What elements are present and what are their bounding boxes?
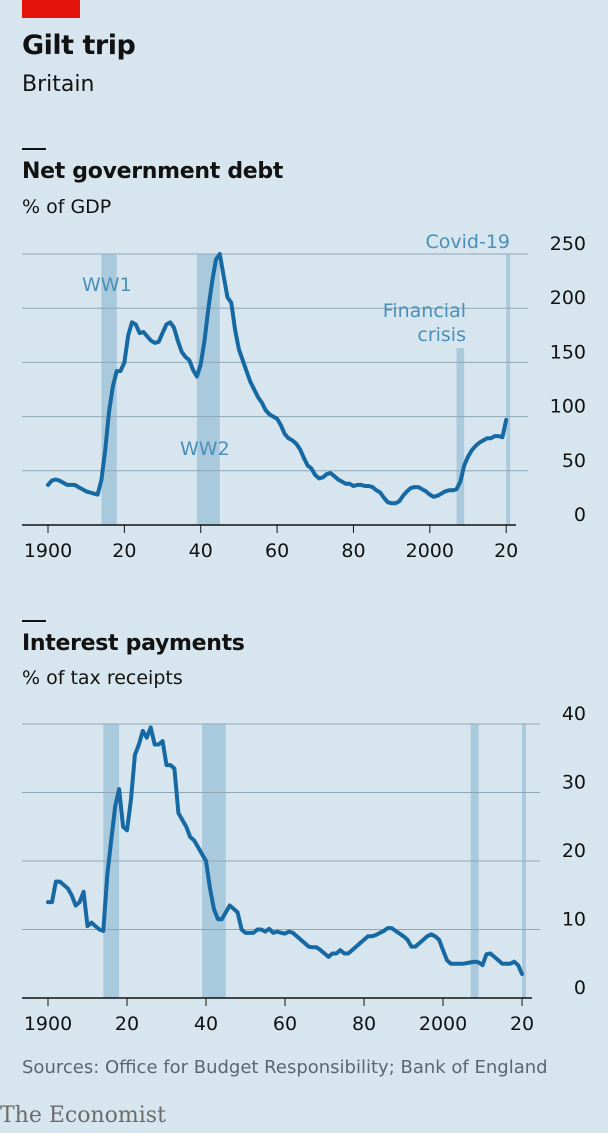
chart1-ylabel: % of GDP (22, 196, 112, 218)
period-annotation: WW2 (180, 438, 230, 460)
y-tick-label: 40 (562, 703, 586, 725)
y-tick-label: 30 (562, 772, 586, 794)
x-tick-label: 20 (510, 1013, 534, 1035)
series-line (46, 252, 509, 506)
x-tick-label: 80 (352, 1013, 376, 1035)
x-tick-label: 2000 (406, 540, 454, 562)
y-tick-label: 50 (562, 450, 586, 472)
x-tick-label: 60 (273, 1013, 297, 1035)
y-tick-label: 0 (574, 504, 586, 526)
brand-tag (22, 0, 80, 18)
x-tick-label: 20 (112, 540, 136, 562)
period-annotation: WW1 (82, 274, 132, 296)
x-tick-label: 40 (194, 1013, 218, 1035)
chart2-ylabel: % of tax receipts (22, 667, 183, 689)
x-tick-label: 2000 (419, 1013, 467, 1035)
y-tick-label: 250 (550, 233, 586, 255)
x-tick-label: 80 (341, 540, 365, 562)
debt-chart: 0 50 100 150 200 250 1900 20 40 60 80 2000 20 WW1 WW2 F… (22, 231, 586, 562)
x-tick-label: 40 (189, 540, 213, 562)
x-tick-label: 20 (494, 540, 518, 562)
period-annotation: Financial (383, 300, 466, 322)
y-tick-label: 10 (562, 909, 586, 931)
x-tick-label: 1900 (24, 1013, 72, 1035)
shaded-period-band (506, 254, 511, 525)
y-tick-label: 150 (550, 341, 586, 363)
y-tick-label: 200 (550, 287, 586, 309)
chart2-rule (22, 620, 46, 622)
x-tick-label: 60 (265, 540, 289, 562)
shaded-period-band (196, 254, 220, 525)
interest-chart: 0 10 20 30 40 1900 20 40 60 80 2000 20 (22, 703, 586, 1035)
source-note: Sources: Office for Budget Responsibilit… (22, 1057, 548, 1078)
x-tick-label: 20 (115, 1013, 139, 1035)
y-tick-label: 0 (574, 977, 586, 999)
shaded-period-band (456, 348, 465, 525)
x-tick-label: 1900 (24, 540, 72, 562)
page-title: Gilt trip (22, 30, 136, 61)
y-tick-label: 20 (562, 840, 586, 862)
chart1-rule (22, 148, 46, 150)
chart1-title: Net government debt (22, 159, 284, 184)
y-tick-label: 100 (550, 396, 586, 418)
page-subtitle: Britain (22, 72, 95, 97)
chart2-title: Interest payments (22, 631, 245, 656)
series-line (46, 725, 524, 976)
period-annotation: crisis (417, 324, 466, 346)
economist-logo: The Economist (0, 1103, 166, 1128)
period-annotation: Covid-19 (425, 231, 510, 253)
